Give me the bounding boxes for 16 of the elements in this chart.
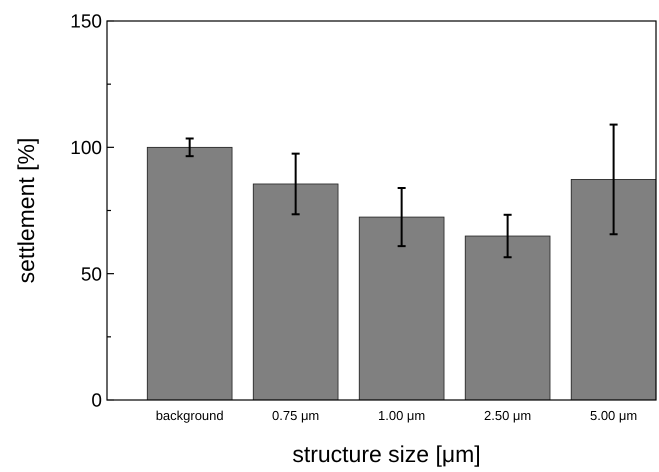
x-tick-label: 5.00 μm (590, 408, 638, 423)
y-tick-label: 150 (70, 12, 102, 33)
x-tick-label: 0.75 μm (272, 408, 320, 423)
bar (358, 216, 444, 400)
y-tick-label: 50 (80, 264, 102, 286)
bar (252, 184, 338, 400)
x-tick-label: 2.50 μm (484, 408, 532, 423)
bar (570, 179, 656, 400)
x-tick-label: background (156, 408, 224, 423)
y-axis-title: settlement [%] (13, 138, 39, 284)
x-tick-label: 1.00 μm (378, 408, 426, 423)
bar (146, 146, 232, 400)
bar (464, 236, 550, 400)
y-tick-label: 0 (91, 390, 102, 412)
x-axis-title: structure size [μm] (292, 441, 481, 467)
y-tick-label: 100 (70, 138, 102, 159)
